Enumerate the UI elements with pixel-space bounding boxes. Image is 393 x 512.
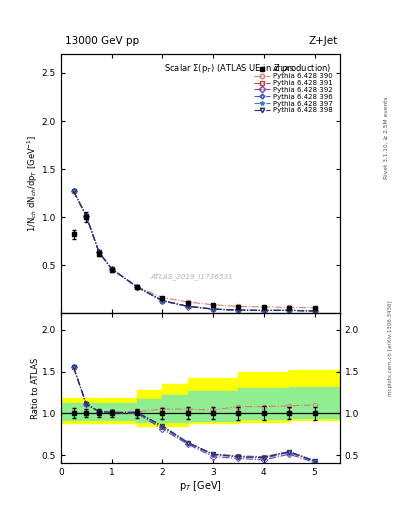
- Text: Scalar $\Sigma$(p$_T$) (ATLAS UE in Z production): Scalar $\Sigma$(p$_T$) (ATLAS UE in Z pr…: [164, 61, 332, 75]
- Text: 13000 GeV pp: 13000 GeV pp: [65, 36, 139, 46]
- Legend: ATLAS, Pythia 6.428 390, Pythia 6.428 391, Pythia 6.428 392, Pythia 6.428 396, P: ATLAS, Pythia 6.428 390, Pythia 6.428 39…: [253, 65, 334, 115]
- Y-axis label: 1/N$_{ch}$ dN$_{ch}$/dp$_T$ [GeV$^{-1}$]: 1/N$_{ch}$ dN$_{ch}$/dp$_T$ [GeV$^{-1}$]: [26, 135, 40, 232]
- X-axis label: p$_T$ [GeV]: p$_T$ [GeV]: [179, 479, 222, 493]
- Text: Z+Jet: Z+Jet: [309, 36, 338, 46]
- Text: Rivet 3.1.10, ≥ 2.5M events: Rivet 3.1.10, ≥ 2.5M events: [384, 97, 388, 180]
- Y-axis label: Ratio to ATLAS: Ratio to ATLAS: [31, 358, 40, 419]
- Text: mcplots.cern.ch [arXiv:1306.3436]: mcplots.cern.ch [arXiv:1306.3436]: [388, 301, 393, 396]
- Text: ATLAS_2019_I1736531: ATLAS_2019_I1736531: [151, 273, 233, 280]
